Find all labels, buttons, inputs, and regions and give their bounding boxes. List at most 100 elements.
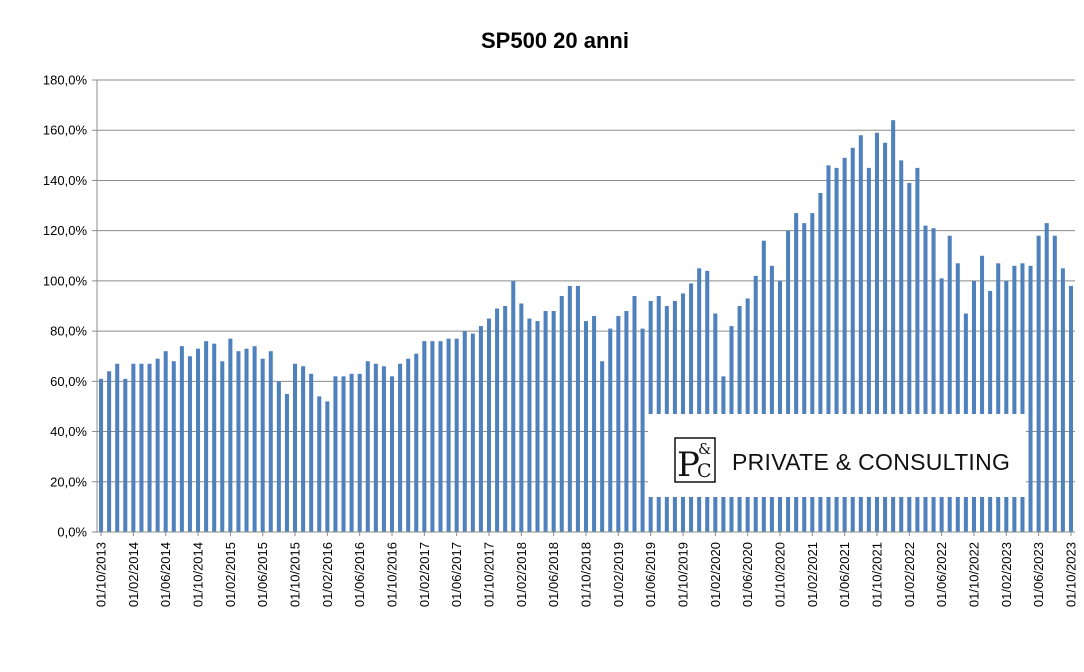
bar: [842, 157, 847, 532]
bar: [899, 160, 904, 533]
bar: [802, 223, 807, 532]
logo-monogram: P & C: [674, 437, 716, 485]
bar: [236, 351, 241, 532]
bar: [373, 363, 378, 532]
bar: [131, 363, 136, 532]
bar: [608, 328, 613, 532]
bar: [777, 280, 782, 532]
bar: [244, 348, 249, 532]
bar: [228, 338, 233, 532]
bar: [357, 373, 362, 532]
bar: [874, 132, 879, 533]
logo-monogram-p: P: [677, 445, 700, 485]
bar: [826, 165, 831, 532]
bar: [519, 303, 524, 532]
bar: [551, 311, 556, 532]
bar: [204, 341, 209, 532]
x-tick-label: 01/06/2017: [449, 542, 464, 607]
bar: [980, 255, 985, 532]
x-tick-label: 01/02/2022: [902, 542, 917, 607]
y-tick-label: 80,0%: [50, 324, 87, 339]
bar: [866, 167, 871, 532]
x-tick-label: 01/10/2014: [191, 542, 206, 607]
bar: [406, 358, 411, 532]
bar: [1028, 265, 1033, 532]
bar: [592, 316, 597, 532]
bar: [1012, 265, 1017, 532]
x-tick-label: 01/02/2017: [417, 542, 432, 607]
bar: [1020, 263, 1025, 532]
x-tick-label: 01/06/2021: [837, 542, 852, 607]
x-tick-label: 01/10/2022: [966, 542, 981, 607]
x-tick-label: 01/06/2018: [546, 542, 561, 607]
x-tick-label: 01/02/2020: [708, 542, 723, 607]
bar: [276, 381, 281, 532]
x-tick-label: 01/02/2023: [999, 542, 1014, 607]
bar: [818, 193, 823, 532]
y-tick-label: 40,0%: [50, 424, 87, 439]
y-tick-label: 140,0%: [43, 173, 88, 188]
bar: [155, 358, 160, 532]
x-tick-label: 01/06/2014: [158, 542, 173, 607]
bar: [705, 270, 710, 532]
bar: [883, 142, 888, 532]
bar: [139, 363, 144, 532]
bar: [559, 295, 564, 532]
bar: [632, 295, 637, 532]
x-tick-label: 01/10/2018: [579, 542, 594, 607]
bar: [115, 363, 120, 532]
bar: [147, 363, 152, 532]
bar: [583, 321, 589, 532]
bar: [454, 338, 459, 532]
bar: [325, 401, 330, 532]
bar: [446, 338, 451, 532]
bar: [915, 167, 920, 532]
bar: [99, 378, 104, 532]
bar: [381, 366, 386, 532]
bar: [284, 393, 289, 532]
bar: [1004, 280, 1009, 532]
y-tick-label: 0,0%: [57, 525, 87, 540]
bar: [575, 285, 580, 532]
x-tick-label: 01/10/2019: [675, 542, 690, 607]
x-tick-label: 01/02/2018: [514, 542, 529, 607]
chart-title: SP500 20 anni: [481, 28, 629, 53]
logo-monogram-amp: &: [698, 440, 711, 458]
bar: [689, 283, 694, 532]
bar: [107, 371, 112, 532]
bar: [123, 378, 128, 532]
bar: [947, 235, 952, 532]
x-tick-label: 01/06/2022: [934, 542, 949, 607]
x-tick-label: 01/02/2016: [320, 542, 335, 607]
bar: [333, 376, 338, 532]
x-tick-label: 01/02/2021: [805, 542, 820, 607]
bar: [923, 225, 928, 532]
x-tick-label: 01/06/2023: [1031, 542, 1046, 607]
bar: [1068, 285, 1073, 532]
bar: [1052, 235, 1057, 532]
bar: [462, 331, 467, 532]
y-tick-label: 120,0%: [43, 223, 88, 238]
bar: [769, 265, 774, 532]
bar: [640, 328, 645, 532]
y-tick-label: 100,0%: [43, 273, 88, 288]
bar: [260, 358, 265, 532]
x-tick-label: 01/10/2015: [288, 542, 303, 607]
bar: [939, 278, 944, 532]
bar: [438, 341, 443, 532]
bar: [907, 182, 912, 532]
x-tick-label: 01/10/2023: [1063, 542, 1078, 607]
bar: [309, 373, 314, 532]
company-logo: P & C PRIVATE & CONSULTING: [648, 414, 1026, 497]
bar: [390, 376, 395, 532]
bar: [680, 293, 686, 532]
x-tick-label: 01/10/2021: [869, 542, 884, 607]
bar: [1036, 235, 1041, 532]
bar: [988, 290, 993, 532]
x-tick-label: 01/10/2013: [94, 542, 109, 607]
bar: [478, 326, 483, 532]
x-tick-label: 01/06/2016: [352, 542, 367, 607]
bar: [252, 346, 257, 532]
logo-text: PRIVATE & CONSULTING: [732, 449, 1010, 475]
bar: [971, 280, 976, 532]
